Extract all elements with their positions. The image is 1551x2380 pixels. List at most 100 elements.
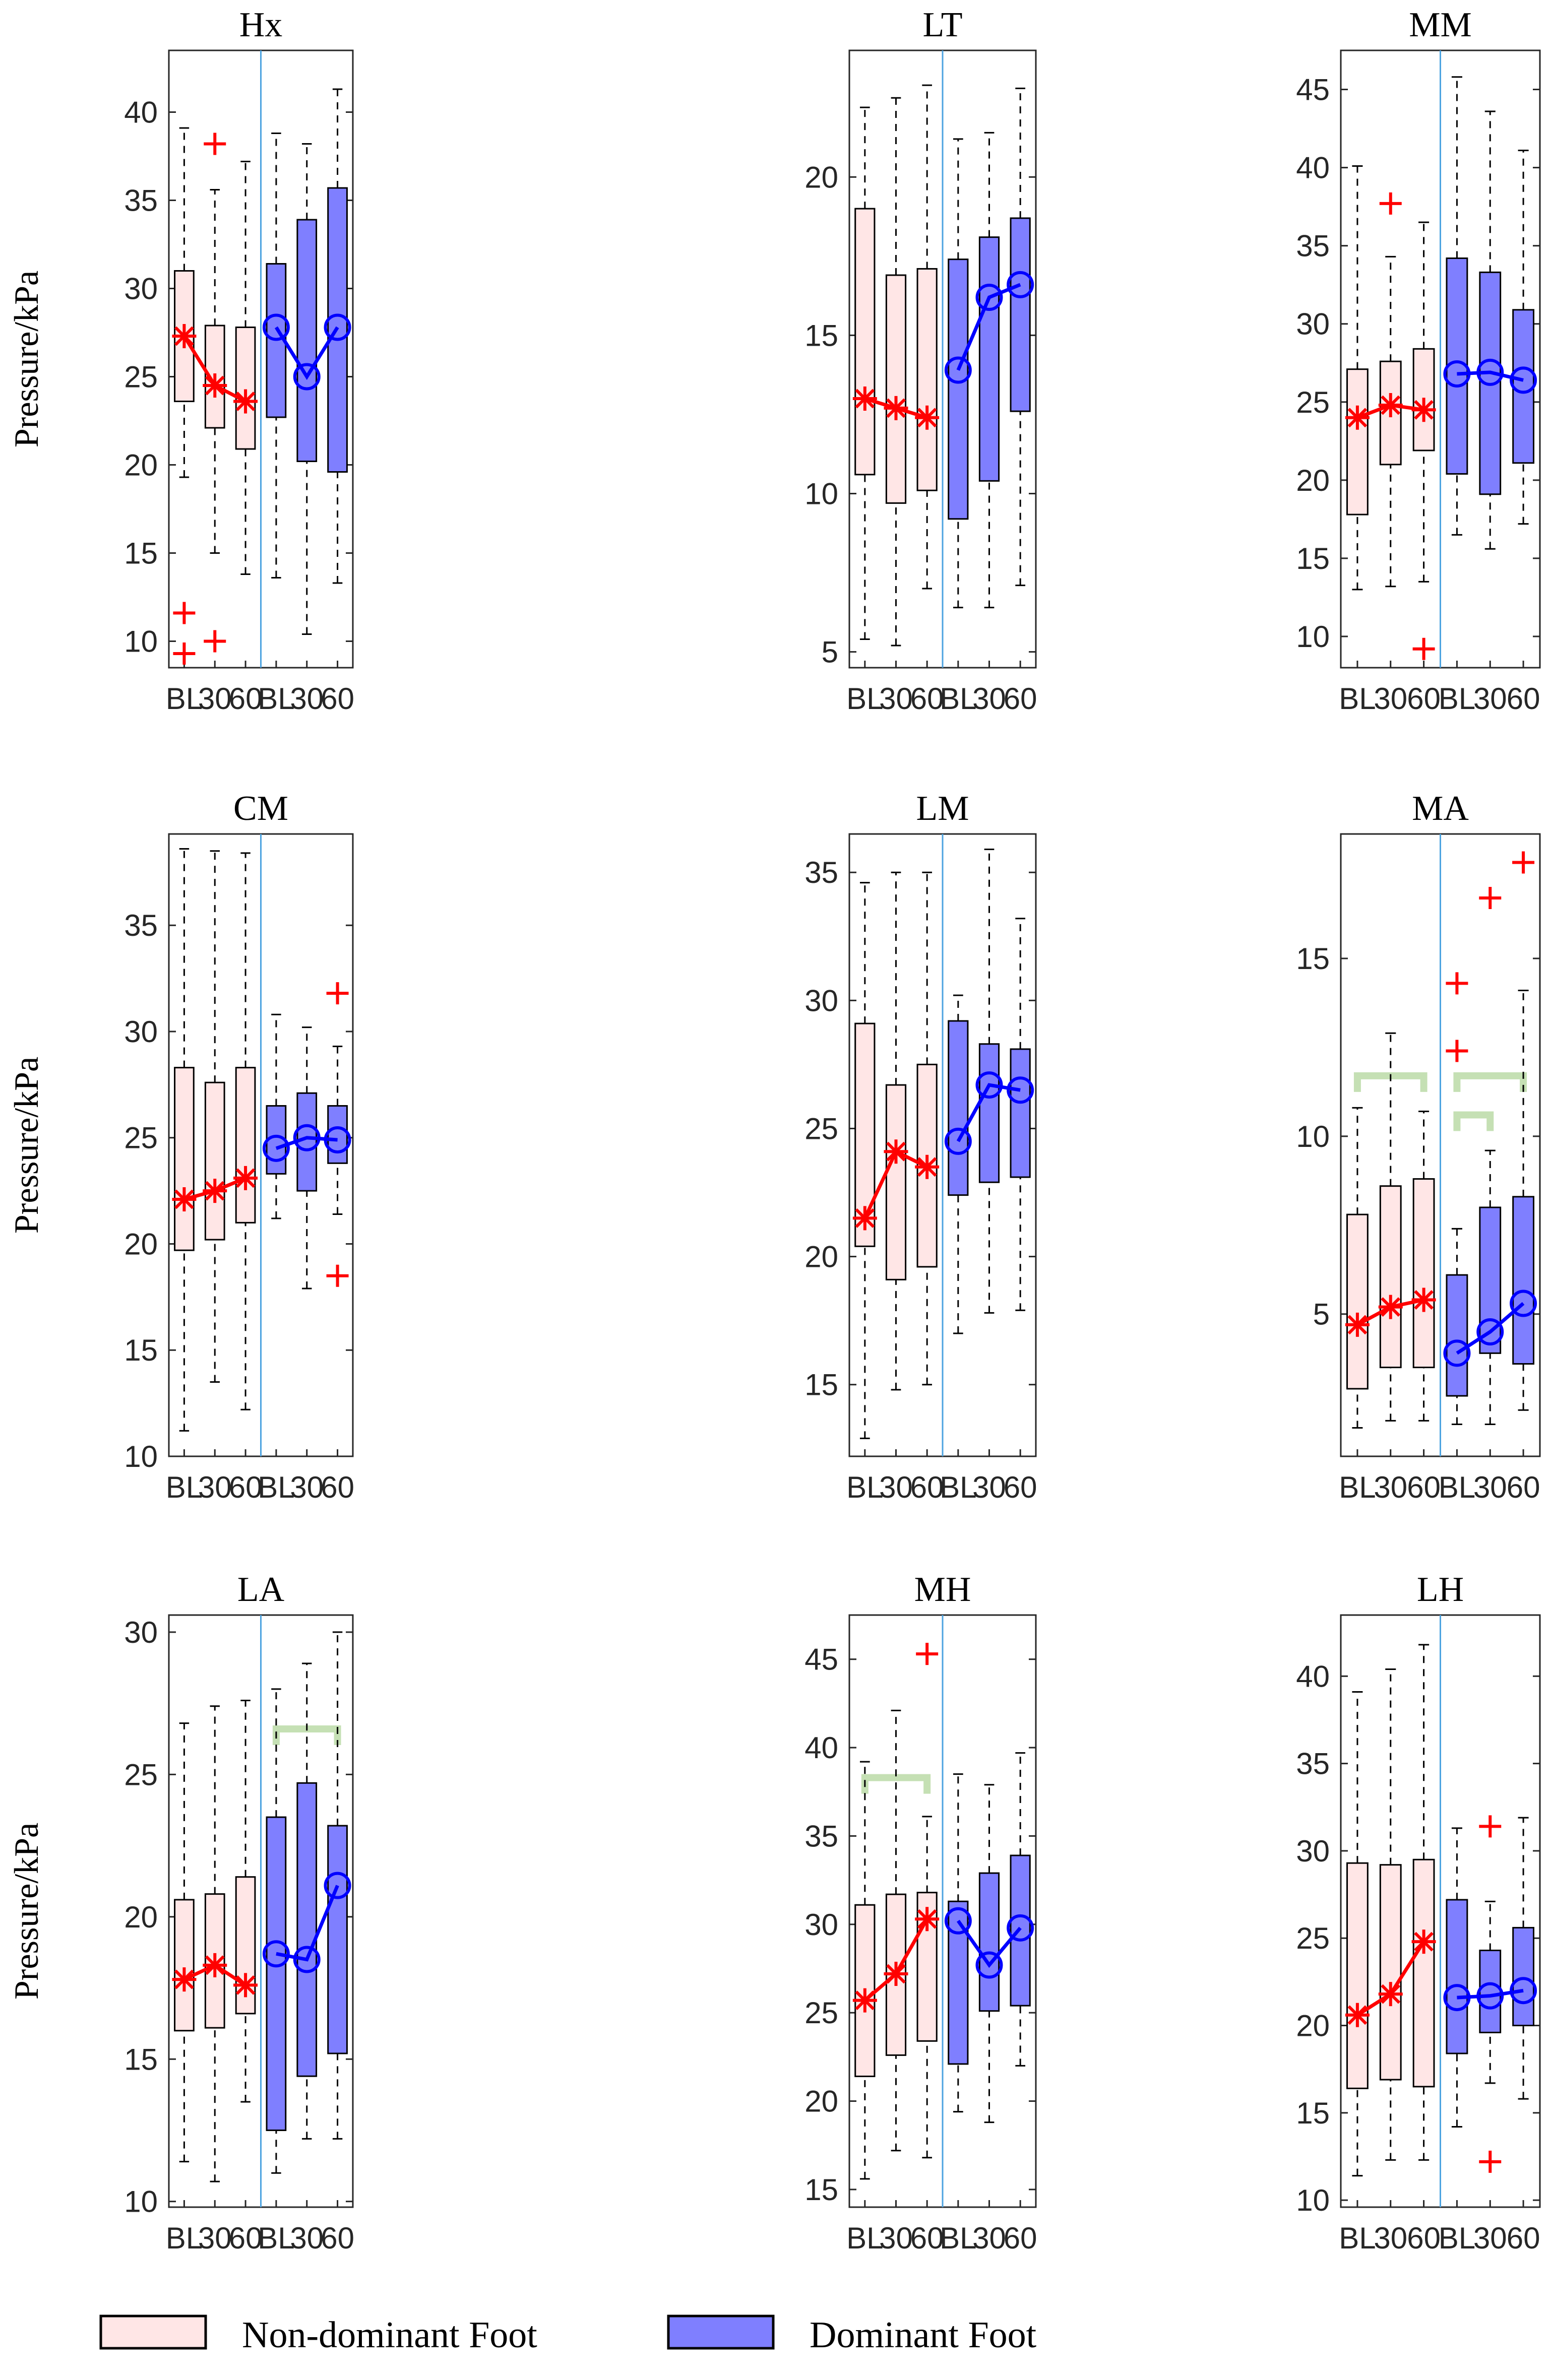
box-nondominant-30: [204, 850, 225, 1383]
box-nondominant-30: [885, 871, 907, 1391]
box-nondominant-60: [1412, 221, 1435, 660]
outlier-marker: [173, 602, 196, 624]
iqr-box: [978, 236, 1000, 482]
panel-title: LA: [237, 1570, 285, 1609]
outlier-marker: [1412, 637, 1435, 660]
y-tick-label: 35: [124, 909, 158, 942]
iqr-box: [1479, 1949, 1502, 2033]
iqr-box: [174, 1899, 195, 2032]
x-tick-label: 60: [229, 2221, 263, 2255]
y-tick-label: 15: [124, 1333, 158, 1367]
box-dominant-30: [296, 1026, 318, 1290]
median-marker-star: [852, 1988, 877, 2013]
x-tick-label: 60: [1407, 682, 1441, 716]
y-tick-label: 15: [1296, 542, 1330, 575]
iqr-box: [1346, 368, 1369, 516]
x-tick-label: BL: [166, 1470, 203, 1504]
y-tick-label: 10: [1296, 2183, 1330, 2217]
median-marker-circle: [975, 1951, 1003, 1979]
median-marker-circle: [1007, 271, 1034, 298]
y-tick-label: 15: [124, 537, 158, 570]
x-tick-label: BL: [1439, 682, 1475, 716]
box-nondominant-bl: [1346, 1691, 1369, 2177]
x-tick-label: 60: [1407, 1470, 1441, 1504]
x-tick-label: 60: [910, 2221, 944, 2255]
median-marker-star: [172, 1187, 197, 1211]
box-dominant-30: [978, 848, 1000, 1314]
box-dominant-60: [1010, 87, 1031, 587]
median-marker-star: [884, 396, 908, 420]
x-tick-label: 30: [1473, 2221, 1507, 2255]
iqr-box: [978, 1872, 1000, 2012]
x-tick-label: BL: [166, 2221, 203, 2255]
median-marker-circle: [1007, 1914, 1034, 1942]
median-marker-star: [233, 389, 258, 414]
y-tick-label: 15: [1296, 2096, 1330, 2130]
x-tick-label: 30: [1374, 682, 1407, 716]
x-tick-label: 60: [1004, 1470, 1037, 1504]
x-tick-label: BL: [1339, 1470, 1376, 1504]
box-dominant-60: [327, 1631, 348, 2140]
iqr-box: [978, 1043, 1000, 1183]
box-nondominant-60: [916, 84, 938, 590]
box-nondominant-60: [1412, 1644, 1435, 2161]
x-tick-label: BL: [940, 2221, 976, 2255]
box-dominant-bl: [266, 1688, 287, 2174]
median-marker-circle: [975, 1071, 1003, 1099]
panel-grid: 10152025303540BL3060BL3060HxPressure/kPa…: [7, 6, 1541, 2255]
x-tick-label: 60: [321, 682, 354, 716]
median-marker-circle: [1476, 1982, 1504, 2010]
y-tick-label: 20: [804, 160, 838, 194]
panel-title: LT: [922, 6, 962, 44]
y-tick-label: 20: [804, 1240, 838, 1274]
box-dominant-60: [1010, 918, 1031, 1311]
y-tick-label: 10: [124, 2185, 158, 2219]
iqr-box: [1446, 257, 1468, 475]
x-tick-label: BL: [1339, 682, 1376, 716]
y-tick-label: 15: [804, 318, 838, 352]
median-line-dominant: [956, 1919, 1022, 1968]
y-tick-label: 20: [1296, 2009, 1330, 2043]
median-marker-circle: [293, 1124, 321, 1151]
median-marker-circle: [1443, 1984, 1471, 2012]
box-dominant-30: [978, 132, 1000, 609]
iqr-box: [1412, 1178, 1435, 1369]
box-dominant-bl: [948, 138, 969, 609]
iqr-box: [1512, 1196, 1534, 1365]
x-tick-label: 30: [290, 2221, 324, 2255]
iqr-box: [235, 327, 256, 450]
outlier-marker: [1479, 2150, 1502, 2173]
iqr-box: [948, 1020, 969, 1196]
x-tick-label: BL: [258, 1470, 294, 1504]
box-dominant-30: [296, 1662, 318, 2140]
median-marker-star: [884, 1139, 908, 1164]
x-tick-label: 60: [1507, 682, 1540, 716]
x-tick-label: 60: [321, 2221, 354, 2255]
median-marker-star: [1378, 1982, 1403, 2007]
box-dominant-60: [326, 982, 349, 1287]
box-dominant-bl: [1446, 1827, 1468, 2128]
x-tick-label: 30: [972, 1470, 1006, 1504]
median-marker-circle: [1510, 1977, 1537, 2005]
y-tick-label: 30: [1296, 307, 1330, 341]
median-marker-circle: [262, 1940, 290, 1968]
outlier-marker: [916, 1643, 939, 1665]
x-tick-label: BL: [1439, 1470, 1475, 1504]
x-tick-label: 30: [198, 682, 232, 716]
median-marker-circle: [975, 284, 1003, 311]
x-tick-label: BL: [258, 2221, 294, 2255]
y-tick-label: 20: [804, 2085, 838, 2118]
median-marker-star: [1345, 405, 1370, 430]
x-tick-label: BL: [166, 682, 203, 716]
outlier-marker: [326, 982, 349, 1005]
legend-swatch-nondominant: [99, 2314, 207, 2350]
y-tick-label: 10: [124, 1440, 158, 1473]
iqr-box: [948, 1900, 969, 2065]
iqr-box: [885, 1084, 907, 1280]
iqr-box: [854, 208, 876, 476]
x-tick-label: 30: [1374, 2221, 1407, 2255]
